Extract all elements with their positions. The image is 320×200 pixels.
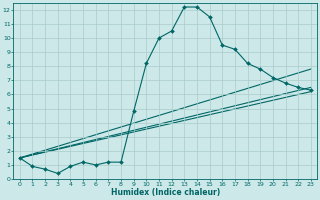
X-axis label: Humidex (Indice chaleur): Humidex (Indice chaleur) bbox=[111, 188, 220, 197]
